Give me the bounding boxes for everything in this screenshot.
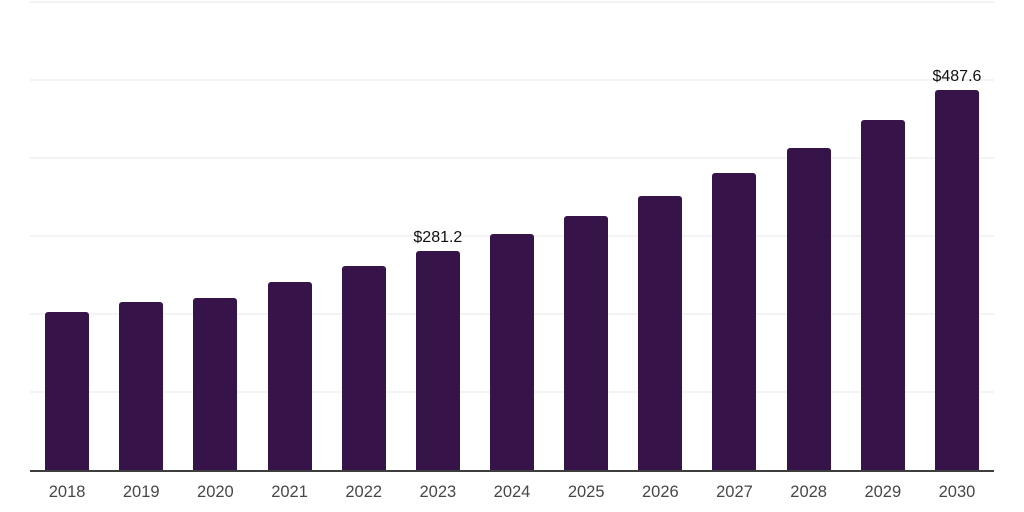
bar-column-2019 xyxy=(104,2,178,470)
x-tick-2018: 2018 xyxy=(48,483,86,501)
bar-2023 xyxy=(415,251,460,470)
bar-column-2025 xyxy=(549,2,623,470)
x-tick-2025: 2025 xyxy=(567,483,605,501)
bar-2019 xyxy=(119,302,164,470)
bar-2024 xyxy=(490,234,535,470)
x-tick-2020: 2020 xyxy=(197,483,234,501)
x-tick-2019: 2019 xyxy=(122,483,160,501)
x-tick-2027: 2027 xyxy=(716,483,753,501)
x-axis-line xyxy=(30,470,994,472)
bar-2025 xyxy=(564,216,609,470)
bar-column-2029 xyxy=(846,2,920,470)
bar-column-2021 xyxy=(252,2,326,470)
gridline-600 xyxy=(30,1,994,3)
bar-2018 xyxy=(45,312,90,470)
x-tick-2028: 2028 xyxy=(790,483,827,501)
bar-column-2023: $281.2 xyxy=(401,2,475,470)
bar-2030 xyxy=(934,90,979,470)
x-tick-2022: 2022 xyxy=(345,483,383,501)
bar-column-2024 xyxy=(475,2,549,470)
plot-area: $281.2 $487.6 xyxy=(30,1,994,472)
bar-column-2020 xyxy=(178,2,252,470)
bar-2028 xyxy=(786,148,831,470)
bar-column-2028 xyxy=(772,2,846,470)
bar-2026 xyxy=(638,196,683,470)
bar-column-2030: $487.6 xyxy=(920,2,994,470)
data-label-2030: $487.6 xyxy=(932,68,982,85)
bar-2022 xyxy=(341,266,386,470)
x-tick-2026: 2026 xyxy=(641,483,679,501)
gridline-400 xyxy=(30,157,994,159)
x-tick-2023: 2023 xyxy=(419,483,457,501)
bars-container: $281.2 $487.6 xyxy=(30,2,994,470)
bar-column-2022 xyxy=(327,2,401,470)
bar-column-2026 xyxy=(623,2,697,470)
x-tick-2024: 2024 xyxy=(493,483,531,501)
bar-2021 xyxy=(267,282,312,470)
data-label-2023: $281.2 xyxy=(413,229,463,246)
bar-2027 xyxy=(712,173,757,470)
bar-2029 xyxy=(860,120,905,470)
bar-2020 xyxy=(193,298,238,470)
x-tick-2029: 2029 xyxy=(864,483,902,501)
x-tick-2030: 2030 xyxy=(938,483,976,501)
gridline-500 xyxy=(30,79,994,81)
x-tick-2021: 2021 xyxy=(271,483,308,501)
bar-column-2027 xyxy=(697,2,771,470)
bar-column-2018 xyxy=(30,2,104,470)
x-axis-labels: 2018 2019 2020 2021 2022 2023 2024 2025 2026 2027… xyxy=(30,483,994,502)
